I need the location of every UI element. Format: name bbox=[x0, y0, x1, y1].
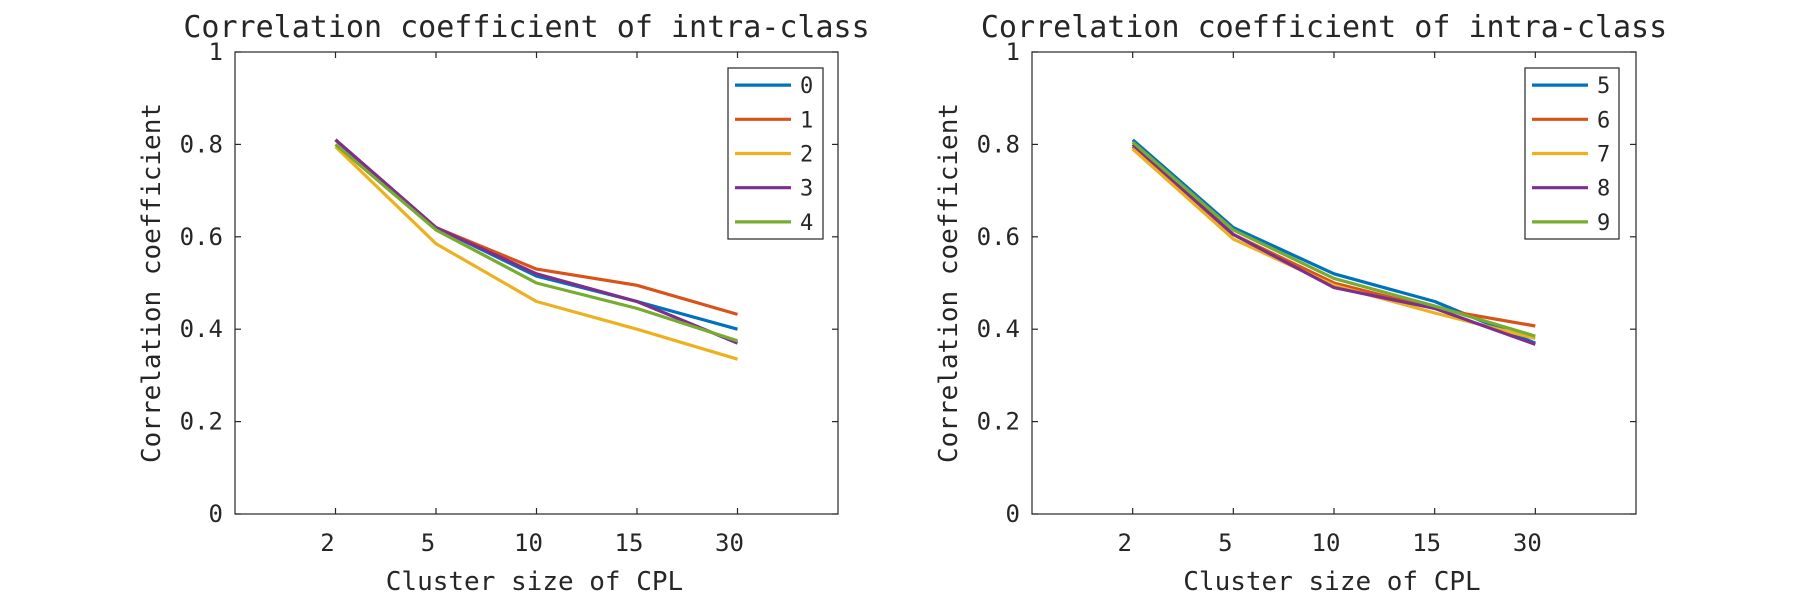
x-axis-label: Cluster size of CPL bbox=[386, 567, 683, 597]
y-tick-label: 0 bbox=[1006, 500, 1020, 528]
legend-label: 4 bbox=[800, 211, 813, 236]
y-tick-label: 0 bbox=[209, 500, 223, 528]
series-line-1 bbox=[334, 138, 738, 316]
series-line-7 bbox=[1131, 147, 1536, 340]
x-tick-label: 30 bbox=[1513, 529, 1542, 557]
series-line-9 bbox=[1131, 140, 1536, 338]
legend-label: 2 bbox=[800, 143, 813, 168]
y-tick-label: 1 bbox=[1006, 38, 1020, 66]
x-tick-label: 30 bbox=[715, 529, 744, 557]
series-line-2 bbox=[334, 145, 738, 361]
legend-label: 1 bbox=[800, 108, 813, 133]
chart-title: Correlation coefficient of intra-class bbox=[981, 10, 1667, 45]
x-tick-label: 5 bbox=[1218, 529, 1232, 557]
x-tick-label: 2 bbox=[1117, 529, 1131, 557]
x-tick-label: 10 bbox=[514, 529, 543, 557]
y-tick-label: 0.8 bbox=[977, 130, 1020, 158]
y-axis-label: Correlation coefficient bbox=[934, 103, 964, 463]
y-tick-label: 0.4 bbox=[180, 315, 223, 343]
series-line-5 bbox=[1131, 138, 1536, 345]
x-tick-label: 15 bbox=[615, 529, 644, 557]
legend-label: 0 bbox=[800, 74, 813, 99]
legend-label: 5 bbox=[1597, 74, 1610, 99]
series-line-6 bbox=[1131, 145, 1536, 328]
y-tick-label: 1 bbox=[209, 38, 223, 66]
y-tick-label: 0.2 bbox=[180, 408, 223, 436]
legend-label: 9 bbox=[1597, 211, 1610, 236]
series-line-3 bbox=[334, 138, 739, 345]
series-line-8 bbox=[1131, 143, 1536, 346]
x-tick-label: 5 bbox=[421, 529, 435, 557]
y-tick-label: 0.4 bbox=[977, 315, 1020, 343]
x-axis-label: Cluster size of CPL bbox=[1183, 567, 1480, 597]
legend-label: 7 bbox=[1597, 143, 1610, 168]
y-tick-label: 0.2 bbox=[977, 408, 1020, 436]
x-tick-label: 2 bbox=[320, 529, 334, 557]
x-tick-label: 15 bbox=[1412, 529, 1441, 557]
chart-title: Correlation coefficient of intra-class bbox=[183, 10, 869, 45]
y-tick-label: 0.8 bbox=[180, 130, 223, 158]
y-axis-label: Correlation coefficient bbox=[137, 103, 167, 463]
legend-label: 8 bbox=[1597, 177, 1610, 202]
legend-label: 6 bbox=[1597, 108, 1610, 133]
y-tick-label: 0.6 bbox=[977, 223, 1020, 251]
legend-label: 3 bbox=[800, 177, 813, 202]
y-tick-label: 0.6 bbox=[180, 223, 223, 251]
series-line-4 bbox=[334, 143, 738, 343]
x-tick-label: 10 bbox=[1312, 529, 1341, 557]
